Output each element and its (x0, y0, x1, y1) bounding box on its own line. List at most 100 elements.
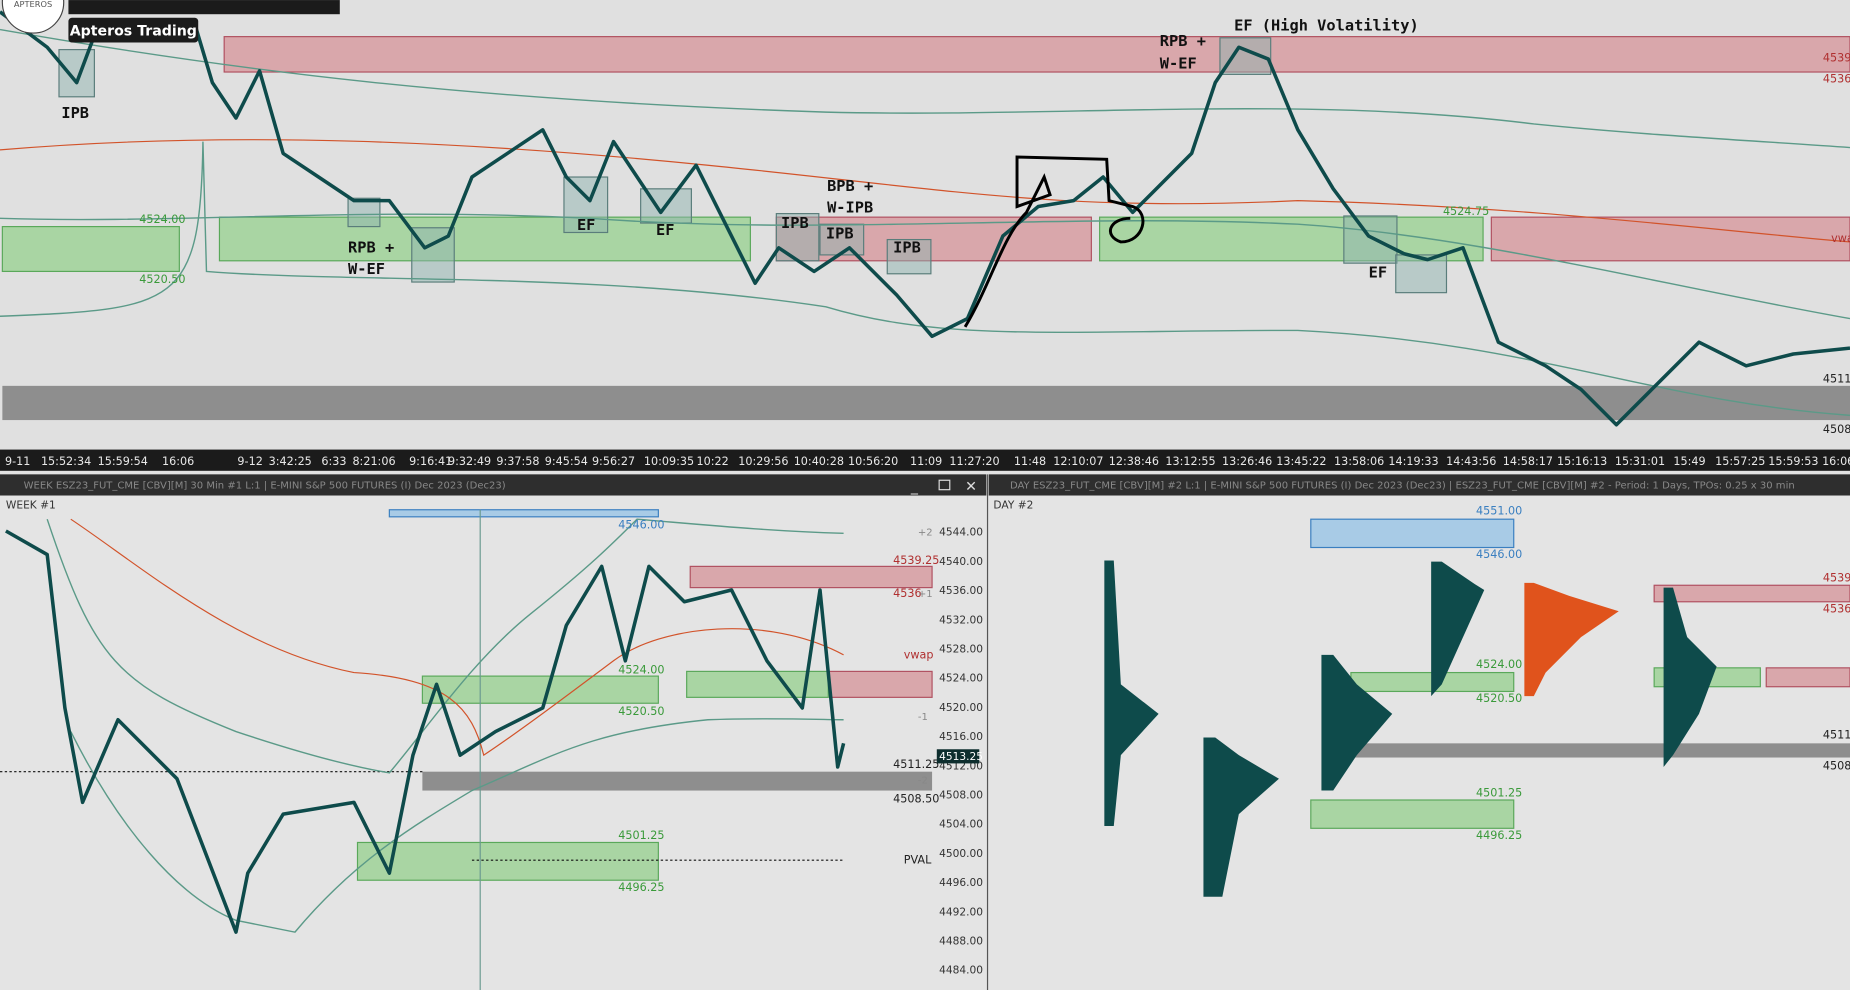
price-label: 4511. (1823, 372, 1850, 385)
zone-gray (2, 385, 1850, 421)
vwap-line (70, 518, 844, 757)
price-label: 4539. (1823, 572, 1850, 585)
time-label: 13:26:46 (1222, 455, 1272, 468)
axis-label: 4508.00 (939, 789, 983, 802)
annotation: IPB (781, 214, 809, 232)
zone-green (421, 675, 659, 704)
panel-title: WEEK ESZ23_FUT_CME [CBV][M] 30 Min #1 L:… (24, 481, 506, 492)
price-axis: 4544.00 4540.00 4536.00 4532.00 4528.00 4524.… (939, 526, 983, 977)
price-label: vwap (904, 648, 934, 661)
shape: IPB RPB + W-EF EF EF IPB IPB IPB BPB + W… (61, 17, 1418, 282)
price-label: 4524.00 (618, 664, 664, 677)
annotation: RPB + (1160, 32, 1206, 50)
price-label: 4539 (1823, 51, 1850, 64)
zone-green (218, 216, 751, 262)
annotation: BPB + (827, 177, 873, 195)
annotation: RPB + (348, 239, 394, 257)
time-label: 14:58:17 (1503, 455, 1553, 468)
time-label: 15:49 (1673, 455, 1705, 468)
window-button[interactable]: _ (910, 479, 919, 495)
price-label: 4524.00 (139, 213, 185, 226)
time-label: 9-12 (237, 455, 262, 468)
time-label: 15:16:13 (1557, 455, 1607, 468)
time-label: 9:32:49 (448, 455, 491, 468)
logo (1, 0, 65, 34)
shape (1343, 215, 1398, 264)
axis-label: 4524.00 (939, 672, 983, 685)
window-button[interactable]: ✕ (965, 479, 977, 495)
zone-red (828, 670, 933, 698)
time-label: 9:37:58 (496, 455, 539, 468)
price-label: 4496.25 (1476, 829, 1522, 842)
time-label: 15:52:34 (41, 455, 91, 468)
price-path (5, 529, 846, 934)
zone-blue (1310, 518, 1515, 549)
shape (58, 49, 95, 98)
zone-red (1765, 667, 1850, 688)
price-label: 4546.00 (1476, 548, 1522, 561)
time-label: 14:43:56 (1446, 455, 1496, 468)
vwap-line (0, 139, 1850, 243)
band-line (0, 213, 1850, 320)
hand-drawing (963, 155, 1145, 328)
price-label: 4524.75 (1443, 205, 1489, 218)
sd-label: +1 (918, 589, 933, 600)
time-axis (0, 449, 1850, 471)
sd-label: -2 (918, 775, 928, 786)
shape (1321, 654, 1393, 791)
title-bar (68, 0, 340, 15)
time-label: 10:09:35 (644, 455, 694, 468)
time-label: 9:45:54 (545, 455, 588, 468)
annotation: EF (High Volatility) (1234, 17, 1419, 35)
axis-label: 4536.00 (939, 584, 983, 597)
time-label: 15:57:25 (1715, 455, 1765, 468)
zone-red (689, 565, 933, 589)
price-label: 4511.25 (893, 758, 939, 771)
shape (563, 176, 609, 234)
price-label: 4551.00 (1476, 504, 1522, 517)
zone-red (223, 36, 1850, 73)
axis-label: 4496.00 (939, 876, 983, 889)
price-label: 4508. (1823, 759, 1850, 772)
price-label: 4496.25 (618, 881, 664, 894)
time-label: 16:06 (1822, 455, 1850, 468)
annotation: IPB (893, 239, 921, 257)
axis-label: 4492.00 (939, 905, 983, 918)
time-label: 15:59:54 (98, 455, 148, 468)
price-label: 4520.50 (1476, 692, 1522, 705)
sd-label: +2 (918, 528, 933, 539)
window-button[interactable] (938, 479, 951, 491)
band-line (0, 28, 1850, 149)
axis-label: 4520.00 (939, 701, 983, 714)
annotation: EF (656, 221, 674, 239)
annotation: IPB (826, 224, 854, 242)
time-label: 10:22 (697, 455, 729, 468)
axis-label: 4540.00 (939, 555, 983, 568)
time-label: 15:31:01 (1615, 455, 1665, 468)
zone-blue (388, 509, 659, 518)
axis-label: 4488.00 (939, 935, 983, 948)
panel-label: DAY #2 (993, 499, 1033, 512)
zone-green (1310, 799, 1515, 829)
price-label: 4539.25 (893, 554, 939, 567)
axis-label: 4484.00 (939, 964, 983, 977)
axis-label: 4504.00 (939, 818, 983, 831)
annotation: W-EF (348, 260, 385, 278)
annotation: IPB (61, 104, 89, 122)
time-label: 9:56:27 (592, 455, 635, 468)
shape (1431, 561, 1485, 697)
band-line (0, 141, 1850, 417)
zone-green (1, 225, 180, 273)
axis-label: 4528.00 (939, 643, 983, 656)
zone-red (1653, 584, 1850, 603)
price-label: PVAL (904, 854, 932, 867)
time-label: 12:38:46 (1109, 455, 1159, 468)
panel-title: DAY ESZ23_FUT_CME [CBV][M] #2 L:1 | E-MI… (1010, 481, 1795, 492)
shape (1663, 587, 1717, 767)
price-label: 4536 (893, 587, 921, 600)
time-label: 11:48 (1014, 455, 1046, 468)
time-label: 13:12:55 (1165, 455, 1215, 468)
badge-text: Apteros Trading (70, 23, 197, 39)
price-label: 4536 (1823, 73, 1850, 86)
